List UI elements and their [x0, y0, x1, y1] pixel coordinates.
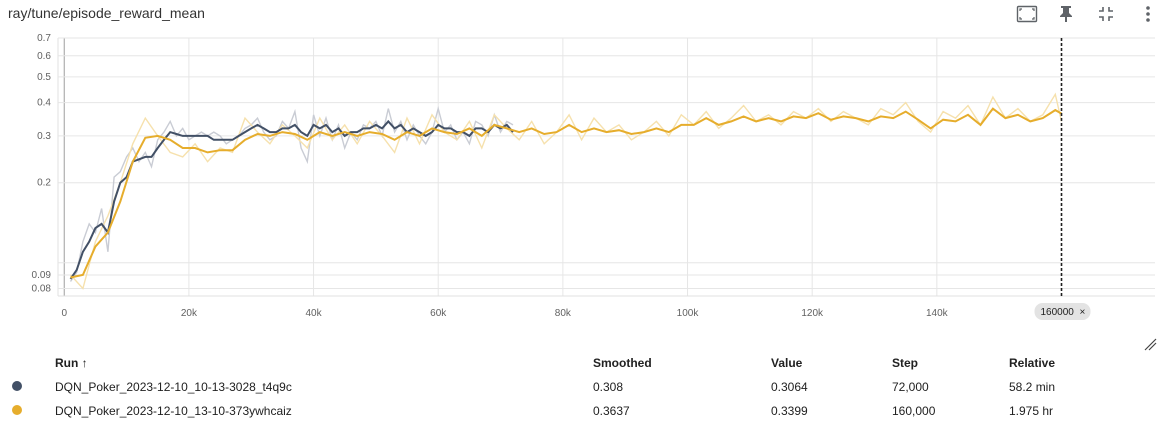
step-value: 160,000	[892, 404, 936, 418]
close-icon[interactable]: ×	[1080, 307, 1086, 318]
y-tick-label: 0.3	[37, 131, 51, 142]
relative-column-header[interactable]: Relative	[1009, 356, 1056, 370]
run-name: DQN_Poker_2023-12-10_13-10-373ywhcaiz	[55, 404, 292, 418]
table-header-row: Run ↑ Smoothed Value Step Relative	[0, 351, 1167, 375]
runs-table: Run ↑ Smoothed Value Step Relative DQN_P…	[0, 351, 1167, 423]
y-axis-ticks: 0.08 0.09 0.2 0.3 0.4 0.5 0.6 0.7	[32, 33, 52, 295]
x-tick-label: 140k	[926, 308, 949, 319]
y-tick-label: 0.6	[37, 51, 51, 62]
run-name: DQN_Poker_2023-12-10_10-13-3028_t4q9c	[55, 380, 292, 394]
table-row[interactable]: DQN_Poker_2023-12-10_10-13-3028_t4q9c 0.…	[0, 375, 1167, 399]
x-tick-label: 0	[61, 308, 67, 319]
line-chart[interactable]: 0 20k 40k 60k 80k 100k 120k 140k 0.08 0.09 0.2 0.3…	[0, 28, 1167, 348]
x-tick-label: 100k	[677, 308, 700, 319]
x-tick-label: 20k	[181, 308, 198, 319]
relative-time: 58.2 min	[1009, 380, 1056, 394]
smoothed-column-header[interactable]: Smoothed	[593, 356, 652, 370]
relative-time: 1.975 hr	[1009, 404, 1054, 418]
y-tick-label: 0.09	[32, 270, 52, 281]
smoothed-value: 0.308	[593, 380, 624, 394]
hover-step-pill[interactable]: 160000 ×	[1034, 303, 1091, 320]
smoothed-series-line-1	[70, 107, 1062, 279]
run-column-header[interactable]: Run ↑	[55, 356, 88, 370]
smoothed-series-line-0	[69, 119, 514, 280]
resize-handle-icon[interactable]	[1143, 337, 1157, 351]
smoothed-series-lines	[69, 107, 1062, 280]
raw-series-lines	[69, 92, 1063, 290]
chart-title: ray/tune/episode_reward_mean	[8, 5, 205, 21]
y-tick-label: 0.5	[37, 72, 51, 83]
x-tick-label: 40k	[305, 308, 322, 319]
pin-icon[interactable]	[1053, 2, 1079, 26]
x-axis-ticks: 0 20k 40k 60k 80k 100k 120k 140k	[61, 308, 948, 319]
table-row[interactable]: DQN_Poker_2023-12-10_13-10-373ywhcaiz 0.…	[0, 399, 1167, 423]
raw-value: 0.3399	[771, 404, 808, 418]
chart-grid	[57, 37, 1155, 297]
raw-series-line-1	[69, 92, 1063, 290]
more-vert-icon[interactable]	[1135, 2, 1161, 26]
y-tick-label: 0.08	[32, 284, 52, 295]
y-tick-label: 0.2	[37, 178, 51, 189]
x-tick-label: 60k	[430, 308, 447, 319]
x-tick-label: 120k	[801, 308, 824, 319]
y-tick-label: 0.7	[37, 33, 51, 44]
step-value: 72,000	[892, 380, 929, 394]
step-column-header[interactable]: Step	[892, 356, 919, 370]
run-color-dot	[12, 405, 22, 415]
run-color-dot	[12, 381, 22, 391]
smoothed-value: 0.3637	[593, 404, 630, 418]
raw-series-line-0	[69, 105, 514, 282]
value-column-header[interactable]: Value	[771, 356, 803, 370]
y-tick-label: 0.4	[37, 98, 51, 109]
x-tick-label: 80k	[555, 308, 572, 319]
hover-step-label: 160000	[1041, 307, 1075, 318]
raw-value: 0.3064	[771, 380, 808, 394]
collapse-icon[interactable]	[1093, 2, 1119, 26]
fit-domain-icon[interactable]	[1014, 2, 1040, 26]
